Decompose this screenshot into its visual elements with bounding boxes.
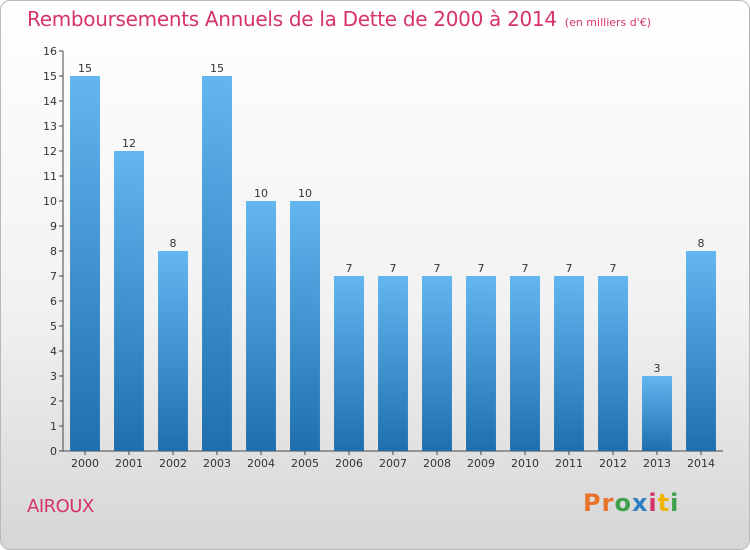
title-text: Remboursements Annuels de la Dette de 20… bbox=[27, 7, 557, 31]
value-label-2002: 8 bbox=[170, 237, 177, 250]
y-tick-label: 15 bbox=[43, 70, 57, 83]
x-tick-label-2003: 2003 bbox=[203, 457, 231, 470]
logo-letter: i bbox=[648, 489, 658, 517]
bar-2005 bbox=[290, 201, 320, 451]
bar-2011 bbox=[554, 276, 584, 451]
commune-name: AIROUX bbox=[27, 496, 94, 517]
bar-2001 bbox=[114, 151, 144, 451]
bar-2002 bbox=[158, 251, 188, 451]
bar-2014 bbox=[686, 251, 716, 451]
bar-2013 bbox=[642, 376, 672, 451]
x-tick-label-2005: 2005 bbox=[291, 457, 319, 470]
logo-letter: r bbox=[601, 489, 615, 517]
value-label-2010: 7 bbox=[522, 262, 529, 275]
value-label-2008: 7 bbox=[434, 262, 441, 275]
bar-2007 bbox=[378, 276, 408, 451]
value-label-2004: 10 bbox=[254, 187, 268, 200]
x-tick-label-2010: 2010 bbox=[511, 457, 539, 470]
x-tick-label-2000: 2000 bbox=[71, 457, 99, 470]
value-label-2009: 7 bbox=[478, 262, 485, 275]
y-tick-label: 9 bbox=[50, 220, 57, 233]
y-tick-label: 12 bbox=[43, 145, 57, 158]
chart-title: Remboursements Annuels de la Dette de 20… bbox=[27, 7, 651, 31]
value-labels: 15 12 8 15 10 10 7 7 7 7 7 7 7 3 8 bbox=[78, 62, 705, 375]
bar-2009 bbox=[466, 276, 496, 451]
y-tick-label: 8 bbox=[50, 245, 57, 258]
value-label-2011: 7 bbox=[566, 262, 573, 275]
x-tick-label-2011: 2011 bbox=[555, 457, 583, 470]
value-label-2014: 8 bbox=[698, 237, 705, 250]
bar-2006 bbox=[334, 276, 364, 451]
x-tick-label-2007: 2007 bbox=[379, 457, 407, 470]
bar-2000 bbox=[70, 76, 100, 451]
y-tick-label: 3 bbox=[50, 370, 57, 383]
value-label-2005: 10 bbox=[298, 187, 312, 200]
x-tick-label-2001: 2001 bbox=[115, 457, 143, 470]
value-label-2000: 15 bbox=[78, 62, 92, 75]
y-tick-label: 5 bbox=[50, 320, 57, 333]
logo-letter: o bbox=[614, 489, 632, 517]
value-label-2003: 15 bbox=[210, 62, 224, 75]
x-tick-label-2014: 2014 bbox=[687, 457, 715, 470]
y-tick-label: 10 bbox=[43, 195, 57, 208]
y-tick-label: 1 bbox=[50, 420, 57, 433]
y-tick-label: 4 bbox=[50, 345, 57, 358]
logo-letter: P bbox=[583, 489, 602, 517]
logo-letter: t bbox=[657, 489, 671, 517]
y-tick-label: 13 bbox=[43, 120, 57, 133]
logo-letter: i bbox=[670, 489, 680, 517]
value-label-2007: 7 bbox=[390, 262, 397, 275]
bar-series bbox=[70, 76, 716, 451]
y-tick-label: 16 bbox=[43, 45, 57, 58]
y-tick-label: 6 bbox=[50, 295, 57, 308]
value-label-2012: 7 bbox=[610, 262, 617, 275]
y-tick-label: 7 bbox=[50, 270, 57, 283]
x-tick-label-2012: 2012 bbox=[599, 457, 627, 470]
x-tick-label-2006: 2006 bbox=[335, 457, 363, 470]
bar-2012 bbox=[598, 276, 628, 451]
bar-2010 bbox=[510, 276, 540, 451]
bar-2004 bbox=[246, 201, 276, 451]
x-tick-label-2009: 2009 bbox=[467, 457, 495, 470]
x-tick-label-2013: 2013 bbox=[643, 457, 671, 470]
bar-2003 bbox=[202, 76, 232, 451]
y-tick-label: 0 bbox=[50, 445, 57, 458]
y-tick-label: 14 bbox=[43, 95, 57, 108]
value-label-2006: 7 bbox=[346, 262, 353, 275]
y-tick-label: 11 bbox=[43, 170, 57, 183]
value-label-2013: 3 bbox=[654, 362, 661, 375]
x-tick-label-2004: 2004 bbox=[247, 457, 275, 470]
bar-2008 bbox=[422, 276, 452, 451]
logo-letter: x bbox=[631, 489, 649, 517]
x-axis: 2000 2001 2002 2003 2004 2005 2006 2007 2008 2009… bbox=[63, 450, 723, 470]
x-tick-label-2002: 2002 bbox=[159, 457, 187, 470]
proxiti-logo[interactable]: Proxiti bbox=[583, 489, 679, 517]
y-tick-label: 2 bbox=[50, 395, 57, 408]
value-label-2001: 12 bbox=[122, 137, 136, 150]
x-tick-label-2008: 2008 bbox=[423, 457, 451, 470]
unit-label: (en milliers d'€) bbox=[564, 16, 652, 29]
